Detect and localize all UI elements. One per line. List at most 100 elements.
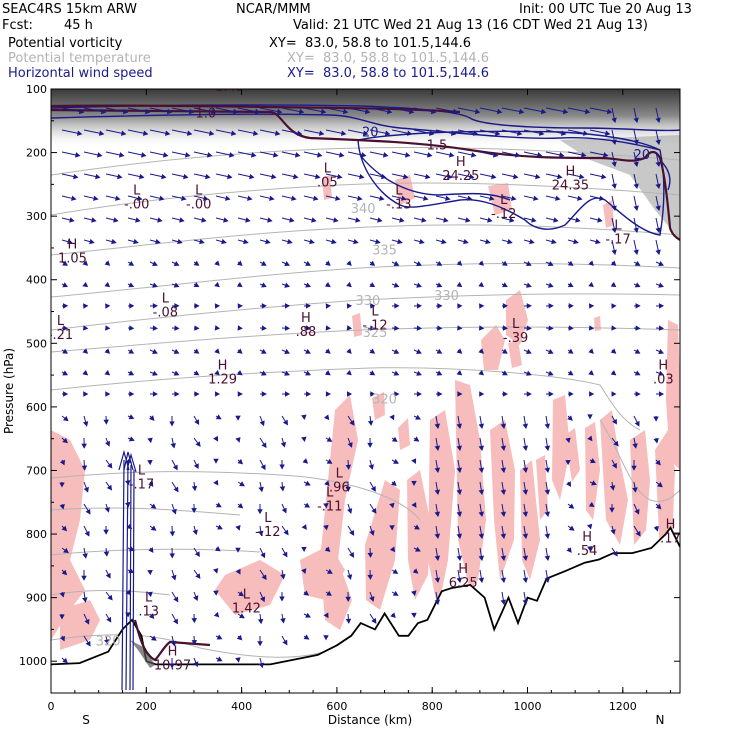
wind-vector-head xyxy=(105,572,111,579)
wind-vector-head xyxy=(237,458,244,465)
x-tick-label: 200 xyxy=(136,700,157,713)
wind-vector-head xyxy=(113,217,119,223)
wind-vector-head xyxy=(100,108,107,115)
extremum-value: 6.25 xyxy=(449,576,478,591)
wind-vector-head xyxy=(457,325,463,331)
wind-vector-head xyxy=(261,442,267,449)
wind-vector-head xyxy=(611,391,617,397)
legend-pv-name: Potential vorticity xyxy=(8,36,123,51)
wind-vector-head xyxy=(450,130,457,136)
wind-vector-head xyxy=(103,551,110,557)
wind-vector-head xyxy=(434,555,441,562)
wind-vector-head xyxy=(192,529,198,536)
wind-vector-head xyxy=(411,612,417,619)
wind-vector-head xyxy=(655,139,661,146)
wind-vector-head xyxy=(658,391,665,397)
wind-vector-head xyxy=(316,152,323,158)
wind-vector-head xyxy=(611,227,617,234)
wind-vector-head xyxy=(249,173,255,180)
wind-vector-head xyxy=(567,260,574,266)
theta-contour-label: 320 xyxy=(96,634,121,649)
extremum-value: -.12 xyxy=(362,318,387,333)
wind-vector-head xyxy=(103,529,109,535)
wind-vector-head xyxy=(544,555,551,562)
wind-vector-head xyxy=(558,152,565,158)
wind-vector-head xyxy=(305,370,311,376)
wind-vector-head xyxy=(83,486,89,493)
wind-vector-head xyxy=(140,152,147,158)
wind-vector-head xyxy=(536,152,543,158)
wind-vector-head xyxy=(535,173,541,180)
wind-vector-head xyxy=(318,130,325,136)
wind-vector-head xyxy=(237,303,243,309)
wind-vector-head xyxy=(467,195,473,201)
wind-vector-head xyxy=(491,173,497,180)
wind-vector-head xyxy=(416,261,422,267)
wind-vector-head xyxy=(434,599,441,606)
wind-vector-head xyxy=(634,260,641,266)
wind-vector-head xyxy=(411,502,417,508)
extremum-value: .13 xyxy=(138,605,159,620)
wind-vector-head xyxy=(416,370,422,376)
wind-vector-head xyxy=(188,108,195,115)
extremum-value: -.21 xyxy=(48,328,73,343)
wind-vector-head xyxy=(62,260,68,266)
wind-vector-head xyxy=(487,217,493,223)
wind-vector-head xyxy=(426,152,433,158)
wind-vector-head xyxy=(658,303,665,309)
wind-vector-head xyxy=(500,467,507,474)
wind-vector-head xyxy=(448,152,455,158)
wind-vector-head xyxy=(434,489,441,496)
extremum-value: -.17 xyxy=(129,477,154,492)
wind-vector-head xyxy=(434,577,441,584)
wind-vector-head xyxy=(434,511,441,518)
wind-vector-head xyxy=(587,546,593,552)
wind-vector-head xyxy=(634,370,641,376)
wind-vector-head xyxy=(170,442,176,449)
wind-vector-head xyxy=(568,325,574,331)
wind-vector-head xyxy=(254,108,261,115)
wind-vector-head xyxy=(324,546,331,553)
wind-vector-head xyxy=(367,574,374,580)
extremum-marker: H xyxy=(68,238,78,253)
wind-vector-head xyxy=(588,260,594,266)
wind-vector-head xyxy=(104,281,111,288)
theta-contour-label: 335 xyxy=(372,243,397,258)
wind-vector-head xyxy=(170,640,177,647)
wind-vector-head xyxy=(228,152,235,158)
wind-vector-head xyxy=(260,348,267,354)
wind-vector-head xyxy=(547,370,554,376)
extremum-marker: L xyxy=(264,511,272,526)
wind-vector-head xyxy=(235,657,241,663)
wind-vector-head xyxy=(655,183,661,190)
wind-vector-head xyxy=(302,458,309,464)
wind-vector-head xyxy=(436,370,443,376)
plot-frame xyxy=(50,88,681,694)
wind-vector-head xyxy=(346,281,352,288)
wind-vector-head xyxy=(522,423,529,430)
wind-vector-head xyxy=(276,108,283,115)
wind-vector-head xyxy=(565,459,571,466)
wind-vector-head xyxy=(419,238,425,245)
wind-vector-head xyxy=(394,391,400,397)
wind-vector-head xyxy=(526,370,532,376)
extremum-marker: L xyxy=(243,587,251,602)
wind-vector-head xyxy=(634,420,640,427)
wind-vector-head xyxy=(390,612,396,619)
wind-vector-head xyxy=(148,481,154,487)
wind-vector-head xyxy=(147,437,153,444)
wind-vector-head xyxy=(632,443,638,449)
wind-vector-head xyxy=(610,281,617,288)
wind-vector-head xyxy=(213,590,219,596)
x-tick-label: 1200 xyxy=(609,700,637,713)
wind-vector-head xyxy=(230,130,237,136)
wind-vector-head xyxy=(191,617,198,624)
extremum-value: -.13 xyxy=(386,198,411,213)
wind-vector-head xyxy=(611,462,617,469)
wind-vector-head xyxy=(305,612,311,618)
wind-vector-head xyxy=(411,458,417,464)
wind-vector-head xyxy=(434,445,441,452)
wind-vector-head xyxy=(298,108,305,115)
wind-vector-head xyxy=(303,590,310,596)
wind-vector-head xyxy=(214,391,221,397)
